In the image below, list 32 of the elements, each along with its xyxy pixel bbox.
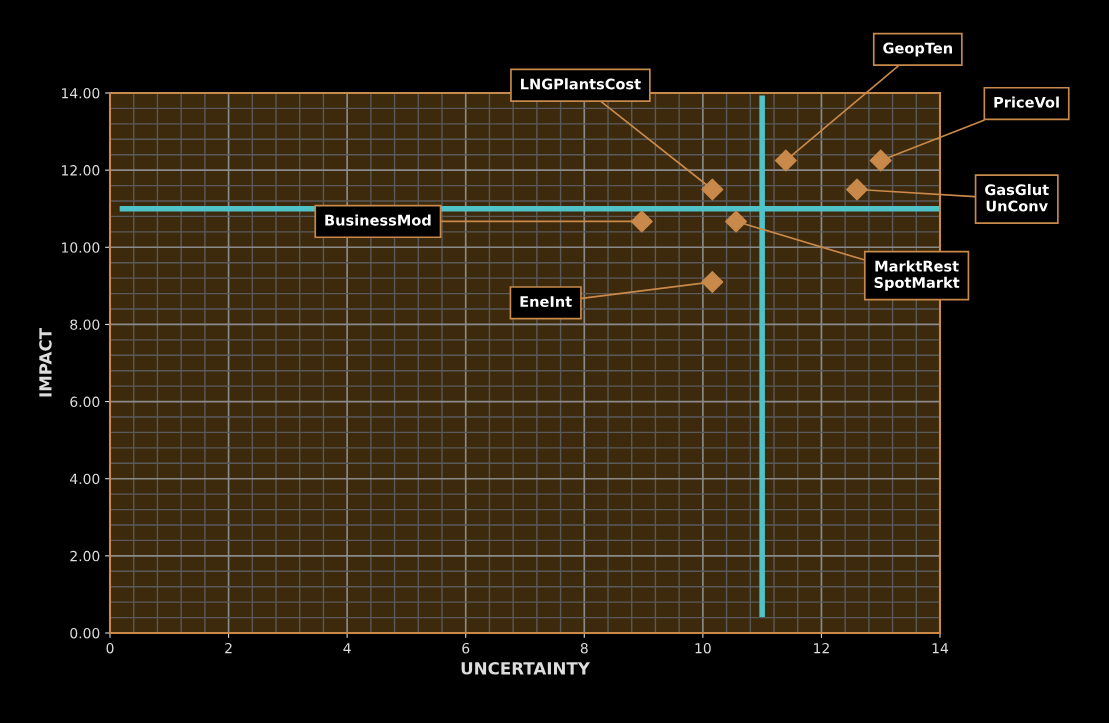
- y-tick-label: 4.00: [70, 473, 100, 485]
- annotation: BusinessMod: [325, 214, 431, 226]
- x-tick-label: 4: [343, 643, 351, 654]
- point: [701, 271, 724, 293]
- x-tick-label: 0: [106, 642, 114, 654]
- x-tick-label: 14: [932, 643, 949, 654]
- point: [869, 149, 892, 172]
- y-tick-label: 10.00: [62, 242, 100, 253]
- annotation: PriceVol: [994, 96, 1059, 108]
- annotation: MarktRest SpotMarkt: [874, 260, 960, 291]
- y-tick-label: 8.00: [70, 319, 100, 330]
- point: [774, 149, 797, 172]
- point: [701, 178, 724, 201]
- y-tick-label: 12.00: [62, 165, 100, 176]
- y-axis-title: IMPACT: [39, 328, 52, 397]
- x-tick-label: 2: [225, 642, 232, 654]
- y-tick-label: 0.00: [70, 627, 100, 639]
- annotation: GasGlut UnConv: [985, 183, 1049, 212]
- point: [846, 178, 868, 201]
- annotation: GeopTen: [883, 42, 952, 57]
- y-tick-label: 6.00: [70, 396, 100, 408]
- x-tick-label: 8: [580, 642, 588, 654]
- y-tick-label: 2.00: [70, 550, 100, 562]
- point: [630, 210, 653, 233]
- y-tick-label: 14.00: [62, 87, 100, 99]
- annotation: LNGPlantsCost: [521, 78, 641, 90]
- x-tick-label: 6: [462, 642, 470, 654]
- annotation: EneInt: [520, 296, 572, 308]
- point: [725, 210, 748, 233]
- x-tick-label: 12: [814, 642, 829, 654]
- x-axis-title: UNCERTAINTY: [461, 662, 591, 675]
- x-tick-label: 10: [695, 642, 711, 654]
